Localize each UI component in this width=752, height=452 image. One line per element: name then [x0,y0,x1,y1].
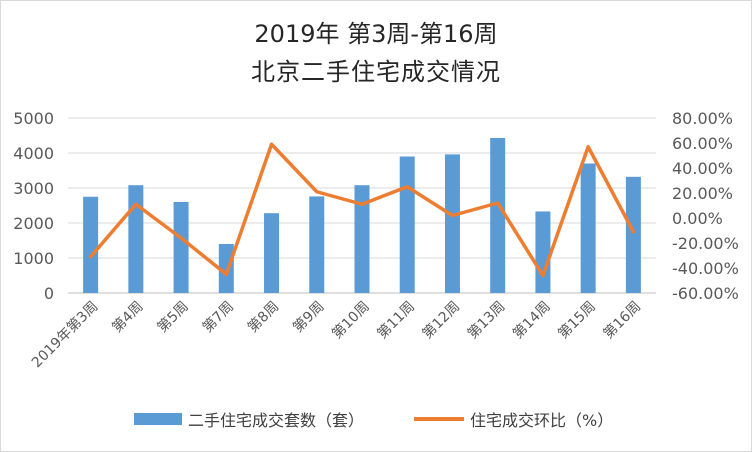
bar-6 [309,196,325,293]
legend-bar-label: 二手住宅成交套数（套） [188,411,365,430]
legend-bar-swatch [134,413,182,425]
x-tick-label: 第13周 [464,298,508,342]
line-point-7 [360,202,364,206]
bar-13 [625,176,641,293]
legend-line-swatch [414,417,464,421]
y-left-tick-label: 4000 [13,144,54,163]
line-point-8 [405,185,409,189]
x-tick-label: 第11周 [374,298,418,342]
line-point-3 [179,236,183,240]
x-tick-label: 第8周 [244,298,282,336]
legend-item-bar: 二手住宅成交套数（套） [134,408,364,430]
bar-11 [535,211,551,293]
legend-line-label: 住宅成交环比（%） [470,411,614,430]
y-left-tick-label: 3000 [13,179,54,198]
y-right-tick-label: -40.00% [672,259,739,278]
line-point-9 [450,214,454,217]
y-right-tick-label: -60.00% [672,284,739,303]
x-tick-label: 第10周 [328,298,372,342]
line-point-11 [541,274,545,277]
x-tick-label: 第16周 [600,298,644,342]
x-tick-label: 第12周 [419,298,463,342]
y-left-tick-label: 0 [44,284,54,303]
bar-12 [580,163,596,293]
y-right-tick-label: -20.00% [672,234,739,253]
bar-7 [354,185,370,293]
chart-subtitle: 北京二手住宅成交情况 [251,58,501,86]
x-tick-label: 第14周 [509,298,553,342]
y-right-tick-label: 20.00% [672,184,733,203]
line-point-1 [89,255,93,259]
legend-item-line: 住宅成交环比（%） [414,408,613,430]
line-point-6 [315,190,319,194]
bar-3 [173,202,189,293]
x-tick-label: 第4周 [109,298,147,336]
line-point-5 [270,142,274,146]
y-right-tick-label: 0.00% [672,209,723,228]
x-tick-label: 第15周 [555,298,599,342]
line-point-4 [224,272,228,276]
line-point-12 [586,145,590,149]
bar-5 [264,213,280,293]
bar-10 [490,137,506,293]
chart-title: 2019年 第3周-第16周 [254,20,498,48]
y-right-tick-label: 60.00% [672,134,733,153]
x-tick-label: 第9周 [289,298,327,336]
y-left-tick-label: 2000 [13,214,54,233]
line-point-13 [631,230,635,234]
bar-4 [218,244,234,293]
x-tick-label: 2019年第3周 [28,298,101,371]
bar-8 [399,156,415,293]
y-left-tick-label: 5000 [13,109,54,128]
bar-2 [128,185,144,293]
y-right-tick-label: 40.00% [672,159,733,178]
line-point-10 [496,201,500,205]
y-left-tick-label: 1000 [13,249,54,268]
line-point-2 [134,202,138,206]
bar-1 [83,196,99,293]
x-tick-label: 第5周 [154,298,192,336]
y-right-tick-label: 80.00% [672,109,733,128]
bar-9 [444,154,460,293]
x-tick-label: 第7周 [199,298,237,336]
